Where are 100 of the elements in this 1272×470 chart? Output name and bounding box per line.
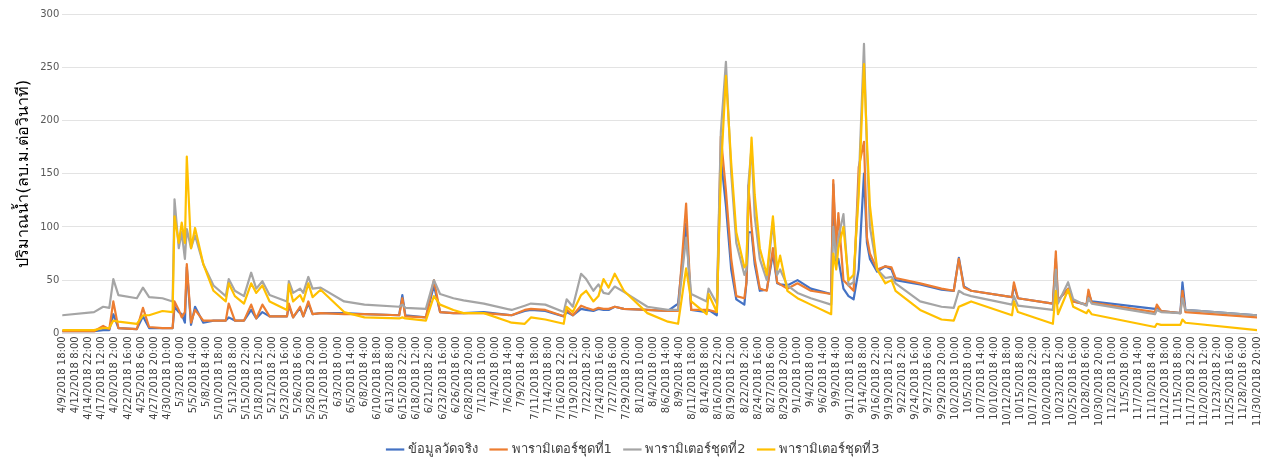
legend-label: พารามิเตอร์ชุดที่2: [645, 439, 746, 457]
x-tick-label: 8/1/2018 10:00: [633, 336, 645, 414]
y-axis-title: ปริมาณน้ำ(ลบ.ม.ต่อวินาที): [10, 79, 32, 268]
x-tick-label: 10/23/2018 2:00: [1053, 336, 1065, 420]
x-tick-label: 5/23/2018 16:00: [279, 336, 291, 420]
x-tick-label: 5/21/2018 2:00: [265, 336, 277, 414]
x-tick-label: 8/16/2018 22:00: [712, 336, 724, 420]
x-tick-label: 6/8/2018 4:00: [357, 336, 369, 407]
x-tick-label: 6/5/2018 14:00: [344, 336, 356, 414]
x-tick-label: 4/25/2018 6:00: [134, 336, 146, 414]
x-tick-label: 4/9/2018 18:00: [55, 336, 67, 414]
x-tick-label: 10/20/2018 12:00: [1040, 336, 1052, 427]
x-tick-label: 6/15/2018 22:00: [397, 336, 409, 420]
x-tick-label: 6/13/2018 8:00: [384, 336, 396, 414]
x-tick-label: 9/9/2018 4:00: [830, 336, 842, 407]
x-tick-label: 11/28/2018 6:00: [1237, 336, 1249, 420]
x-tick-label: 5/18/2018 12:00: [252, 336, 264, 420]
x-tick-label: 6/10/2018 18:00: [370, 336, 382, 420]
x-tick-label: 10/10/2018 4:00: [988, 336, 1000, 420]
x-tick-label: 4/20/2018 2:00: [108, 336, 120, 414]
x-tick-label: 7/29/2018 20:00: [620, 336, 632, 420]
x-tick-label: 7/19/2018 12:00: [567, 336, 579, 420]
x-tick-label: 8/4/2018 0:00: [646, 336, 658, 407]
x-tick-label: 7/27/2018 6:00: [607, 336, 619, 414]
x-tick-label: 11/20/2018 12:00: [1198, 336, 1210, 427]
x-tick-label: 8/14/2018 8:00: [699, 336, 711, 414]
x-tick-label: 9/4/2018 0:00: [804, 336, 816, 407]
x-tick-label: 9/14/2018 8:00: [856, 336, 868, 414]
x-tick-label: 5/10/2018 18:00: [213, 336, 225, 420]
x-tick-label: 4/17/2018 12:00: [95, 336, 107, 420]
x-tick-label: 10/15/2018 8:00: [1014, 336, 1026, 420]
x-tick-label: 5/8/2018 4:00: [200, 336, 212, 407]
y-tick-label: 200: [40, 114, 60, 126]
x-tick-label: 9/22/2018 2:00: [896, 336, 908, 414]
x-tick-label: 8/11/2018 18:00: [686, 336, 698, 420]
y-tick-label: 300: [40, 7, 60, 19]
x-tick-label: 11/12/2018 18:00: [1158, 336, 1170, 427]
x-tick-label: 6/23/2018 16:00: [436, 336, 448, 420]
x-tick-label: 10/30/2018 20:00: [1093, 336, 1105, 427]
y-tick-label: 100: [40, 220, 60, 232]
x-tick-label: 8/24/2018 16:00: [751, 336, 763, 420]
x-tick-label: 10/17/2018 22:00: [1027, 336, 1039, 427]
x-tick-label: 9/1/2018 10:00: [791, 336, 803, 414]
x-tick-label: 11/10/2018 4:00: [1145, 336, 1157, 420]
x-tick-label: 10/5/2018 0:00: [961, 336, 973, 414]
x-tick-label: 5/13/2018 8:00: [226, 336, 238, 414]
x-tick-label: 11/15/2018 8:00: [1171, 336, 1183, 420]
x-tick-label: 11/7/2018 14:00: [1132, 336, 1144, 420]
x-tick-label: 9/16/2018 22:00: [869, 336, 881, 420]
x-tick-label: 9/24/2018 16:00: [909, 336, 921, 420]
y-tick-label: 250: [40, 60, 60, 72]
x-tick-label: 4/27/2018 20:00: [147, 336, 159, 420]
x-tick-label: 9/29/2018 20:00: [935, 336, 947, 420]
x-tick-label: 9/27/2018 6:00: [922, 336, 934, 414]
legend-label: พารามิเตอร์ชุดที่3: [779, 439, 880, 457]
x-tick-label: 7/14/2018 8:00: [541, 336, 553, 414]
x-tick-label: 4/30/2018 10:00: [160, 336, 172, 420]
x-tick-label: 8/6/2018 14:00: [659, 336, 671, 414]
x-tick-label: 6/21/2018 2:00: [423, 336, 435, 414]
x-tick-label: 9/11/2018 18:00: [843, 336, 855, 420]
x-tick-label: 11/2/2018 10:00: [1106, 336, 1118, 420]
y-tick-label: 50: [46, 273, 60, 285]
x-tick-label: 7/22/2018 2:00: [581, 336, 593, 414]
x-tick-label: 10/12/2018 18:00: [1001, 336, 1013, 427]
x-tick-label: 7/6/2018 14:00: [502, 336, 514, 414]
x-tick-label: 8/9/2018 4:00: [672, 336, 684, 407]
legend-label: พารามิเตอร์ชุดที่1: [511, 439, 612, 457]
x-tick-label: 5/3/2018 0:00: [174, 336, 186, 407]
x-tick-label: 11/25/2018 16:00: [1224, 336, 1236, 427]
x-tick-label: 8/29/2018 20:00: [777, 336, 789, 420]
x-tick-label: 8/19/2018 12:00: [725, 336, 737, 420]
x-tick-label: 5/5/2018 14:00: [187, 336, 199, 414]
x-tick-label: 11/17/2018 22:00: [1184, 336, 1196, 427]
x-tick-label: 6/3/2018 0:00: [331, 336, 343, 407]
x-tick-label: 5/28/2018 20:00: [305, 336, 317, 420]
x-tick-label: 7/4/2018 0:00: [489, 336, 501, 407]
x-tick-label: 10/28/2018 6:00: [1079, 336, 1091, 420]
x-tick-label: 5/26/2018 6:00: [292, 336, 304, 414]
x-tick-label: 11/5/2018 0:00: [1119, 336, 1131, 414]
x-tick-label: 7/9/2018 4:00: [515, 336, 527, 407]
x-tick-label: 5/15/2018 22:00: [239, 336, 251, 420]
x-tick-label: 10/7/2018 14:00: [974, 336, 986, 420]
x-tick-label: 7/16/2018 22:00: [554, 336, 566, 420]
x-tick-label: 6/26/2018 6:00: [449, 336, 461, 414]
x-tick-label: 11/23/2018 2:00: [1211, 336, 1223, 420]
x-tick-label: 10/25/2018 16:00: [1066, 336, 1078, 427]
x-tick-label: 5/31/2018 10:00: [318, 336, 330, 420]
x-tick-label: 4/14/2018 22:00: [82, 336, 94, 420]
y-tick-label: 150: [40, 167, 60, 179]
x-tick-label: 6/28/2018 20:00: [462, 336, 474, 420]
x-tick-label: 4/22/2018 16:00: [121, 336, 133, 420]
x-tick-label: 10/2/2018 10:00: [948, 336, 960, 420]
x-tick-label: 7/1/2018 10:00: [476, 336, 487, 414]
legend-label: ข้อมูลวัดจริง: [408, 440, 479, 457]
x-tick-label: 9/6/2018 14:00: [817, 336, 829, 414]
x-tick-label: 7/24/2018 16:00: [594, 336, 606, 420]
x-tick-label: 6/18/2018 12:00: [410, 336, 422, 420]
x-tick-label: 7/11/2018 18:00: [528, 336, 540, 420]
x-tick-label: 9/19/2018 12:00: [882, 336, 894, 420]
x-tick-label: 8/27/2018 6:00: [764, 336, 776, 414]
